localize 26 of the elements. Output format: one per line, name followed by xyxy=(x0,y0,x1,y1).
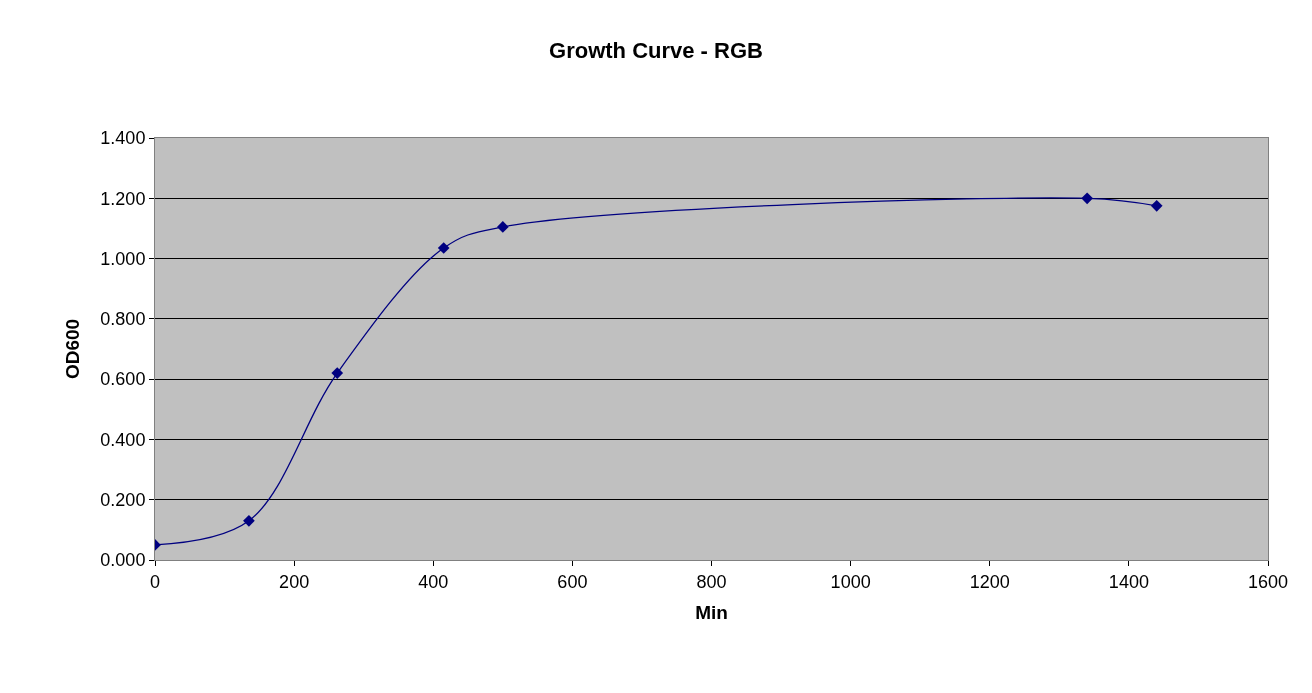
y-axis-title: OD600 xyxy=(62,318,84,380)
y-tick-label: 1.000 xyxy=(100,248,146,269)
y-tick-label: 1.400 xyxy=(100,128,146,149)
x-tick-label: 0 xyxy=(149,571,161,592)
x-tick-label: 800 xyxy=(696,571,727,592)
y-tick-label: 0.000 xyxy=(100,550,146,571)
x-tick-label: 1200 xyxy=(969,571,1010,592)
x-tick-label: 1600 xyxy=(1247,571,1289,592)
chart-title: Growth Curve - RGB xyxy=(549,37,763,63)
y-tick-label: 0.200 xyxy=(100,490,146,511)
point xyxy=(496,221,509,233)
x-tick-label: 600 xyxy=(557,571,588,592)
x-tick-label: 200 xyxy=(279,571,310,592)
y-tick-label: 1.200 xyxy=(100,188,146,209)
point xyxy=(243,514,255,527)
x-tick-label: 1400 xyxy=(1108,571,1149,592)
x-tick-label: 400 xyxy=(418,571,449,592)
y-tick-label: 0.600 xyxy=(100,369,146,390)
x-tick-label: 1000 xyxy=(830,571,871,592)
point xyxy=(1081,192,1093,205)
y-tick-label: 0.400 xyxy=(100,429,146,450)
point xyxy=(1150,199,1163,212)
x-axis-title: Min xyxy=(695,602,728,624)
point xyxy=(437,242,450,254)
y-tick-label: 0.800 xyxy=(100,309,146,330)
point xyxy=(331,367,344,379)
